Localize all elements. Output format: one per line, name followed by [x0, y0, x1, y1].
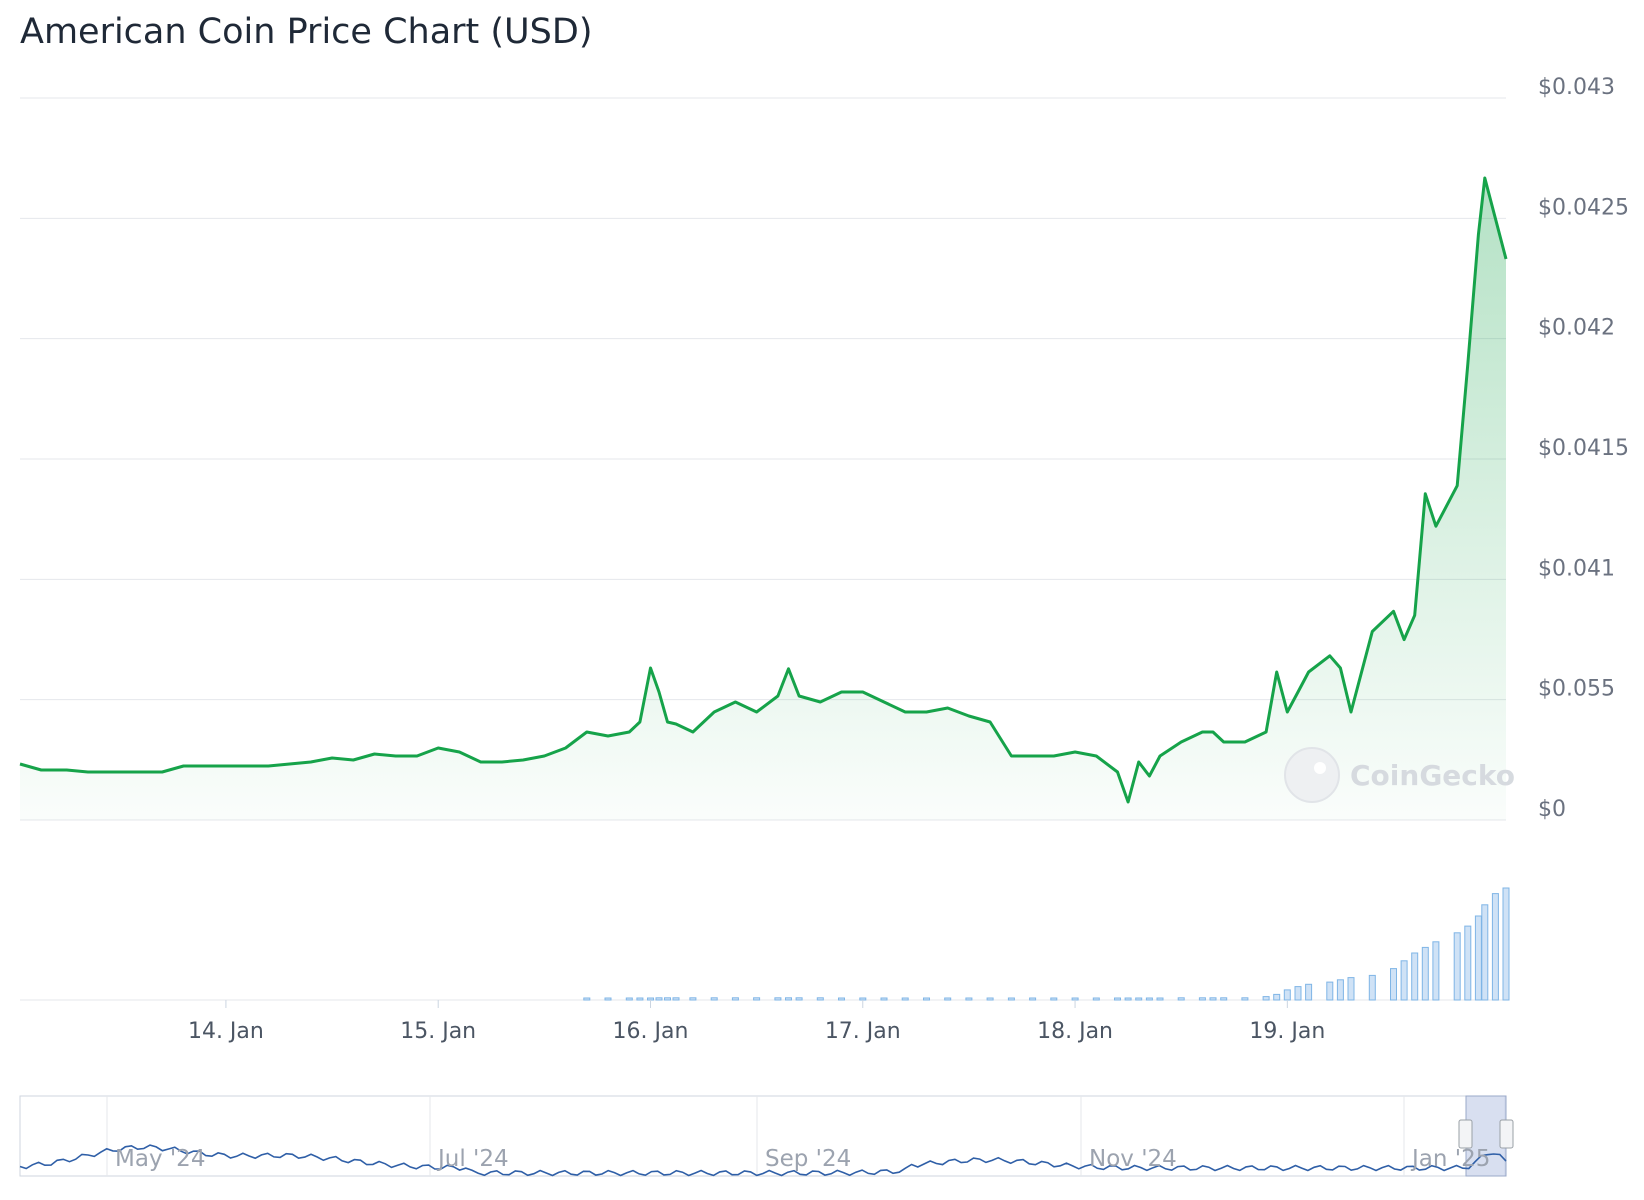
navigator-handle-left[interactable]: [1458, 1119, 1473, 1149]
volume-bar: [1124, 997, 1132, 1001]
volume-bar: [965, 997, 973, 1001]
volume-bar: [1241, 997, 1249, 1001]
volume-bar: [1050, 997, 1058, 1001]
volume-bar: [1156, 997, 1164, 1001]
volume-bar: [1294, 986, 1302, 1001]
volume-bar: [1071, 997, 1079, 1001]
navigator-label: Jan '25: [1410, 1146, 1490, 1172]
volume-bars: [20, 887, 1510, 1001]
volume-bar: [1305, 983, 1313, 1001]
navigator-handle-right[interactable]: [1499, 1119, 1514, 1149]
volume-bar: [625, 997, 633, 1001]
y-tick-label: $0.041: [1538, 556, 1615, 581]
coingecko-watermark: CoinGecko: [1284, 747, 1515, 803]
volume-bar: [1220, 997, 1228, 1001]
volume-bar: [795, 997, 803, 1001]
volume-bar: [672, 997, 680, 1001]
volume-bar: [880, 997, 888, 1001]
volume-bar: [1411, 952, 1419, 1001]
navigator-line: [19, 1144, 1507, 1177]
y-axis: $0.043 $0.0425 $0.042 $0.0415 $0.041 $0.055 $0: [1538, 75, 1629, 822]
x-tick-label: 17. Jan: [825, 1019, 901, 1044]
volume-bar: [1481, 904, 1489, 1001]
volume-bar: [1209, 997, 1217, 1001]
x-tick-label: 15. Jan: [400, 1019, 476, 1044]
volume-bar: [689, 997, 697, 1001]
volume-bar: [1368, 974, 1376, 1001]
volume-bar: [753, 997, 761, 1001]
navigator-label: Nov '24: [1089, 1146, 1177, 1172]
volume-bar: [785, 997, 792, 1001]
x-tick-label: 18. Jan: [1037, 1019, 1113, 1044]
volume-bar: [816, 997, 824, 1001]
volume-bar: [655, 997, 663, 1001]
volume-bar: [1273, 993, 1281, 1001]
volume-bar: [604, 997, 612, 1001]
volume-bar: [859, 997, 867, 1001]
volume-bar: [1145, 997, 1153, 1001]
y-tick-label: $0.0425: [1538, 195, 1629, 220]
x-axis: 14. Jan 15. Jan 16. Jan 17. Jan 18. Jan 19. J…: [188, 1000, 1325, 1044]
x-tick-label: 16. Jan: [613, 1019, 689, 1044]
volume-bar: [1262, 996, 1270, 1001]
y-tick-label: $0.0415: [1538, 436, 1629, 461]
watermark-text: CoinGecko: [1350, 759, 1515, 792]
volume-bar: [1092, 997, 1100, 1001]
navigator[interactable]: May '24 Jul '24 Sep '24 Nov '24 Jan '25: [19, 1095, 1514, 1177]
navigator-selection[interactable]: [1465, 1095, 1507, 1177]
price-line[interactable]: [19, 176, 1508, 804]
y-tick-label: $0: [1538, 797, 1566, 822]
volume-bar: [731, 997, 739, 1001]
volume-bar: [664, 997, 671, 1001]
volume-bar: [1421, 946, 1429, 1001]
volume-bar: [1453, 932, 1461, 1001]
gecko-logo-icon: [1284, 747, 1340, 803]
volume-bar: [1198, 997, 1206, 1001]
volume-bar: [1177, 997, 1185, 1001]
volume-bar: [647, 997, 654, 1001]
volume-bar: [944, 997, 952, 1001]
volume-bar: [1390, 968, 1397, 1001]
volume-bar: [583, 997, 591, 1001]
volume-bar: [1400, 960, 1408, 1001]
x-tick-label: 14. Jan: [188, 1019, 264, 1044]
volume-bar: [1283, 989, 1291, 1001]
volume-bar: [636, 997, 644, 1001]
gecko-eye-icon: [1314, 762, 1326, 774]
volume-bar: [1029, 997, 1037, 1001]
volume-bar: [1347, 977, 1355, 1001]
volume-bar: [1491, 893, 1499, 1001]
volume-bar: [1474, 915, 1482, 1001]
navigator-label: Sep '24: [765, 1146, 851, 1172]
volume-bar: [986, 997, 994, 1001]
x-tick-label: 19. Jan: [1249, 1019, 1325, 1044]
navigator-label: Jul '24: [436, 1146, 509, 1172]
volume-bar: [1336, 979, 1344, 1001]
y-tick-label: $0.042: [1538, 316, 1615, 341]
y-tick-label: $0.043: [1538, 75, 1615, 100]
chart-title: American Coin Price Chart (USD): [20, 12, 593, 52]
volume-bar: [774, 997, 782, 1001]
volume-bar: [901, 997, 909, 1001]
price-series-line[interactable]: [19, 176, 1508, 804]
volume-bar: [1464, 925, 1472, 1001]
volume-bar: [1135, 997, 1143, 1001]
volume-bar: [838, 997, 845, 1001]
price-area: [20, 178, 1506, 820]
y-tick-label: $0.055: [1538, 677, 1615, 702]
volume-bar: [923, 997, 930, 1001]
navigator-frame: [19, 1095, 1506, 1177]
volume-bar: [1007, 997, 1015, 1001]
volume-bar: [710, 997, 718, 1001]
volume-bar: [1502, 887, 1510, 1001]
navigator-label: May '24: [115, 1146, 205, 1172]
volume-bar: [1114, 997, 1121, 1001]
volume-bar: [1432, 941, 1440, 1001]
volume-bar: [1326, 981, 1334, 1001]
price-area-fill: [20, 178, 1506, 820]
